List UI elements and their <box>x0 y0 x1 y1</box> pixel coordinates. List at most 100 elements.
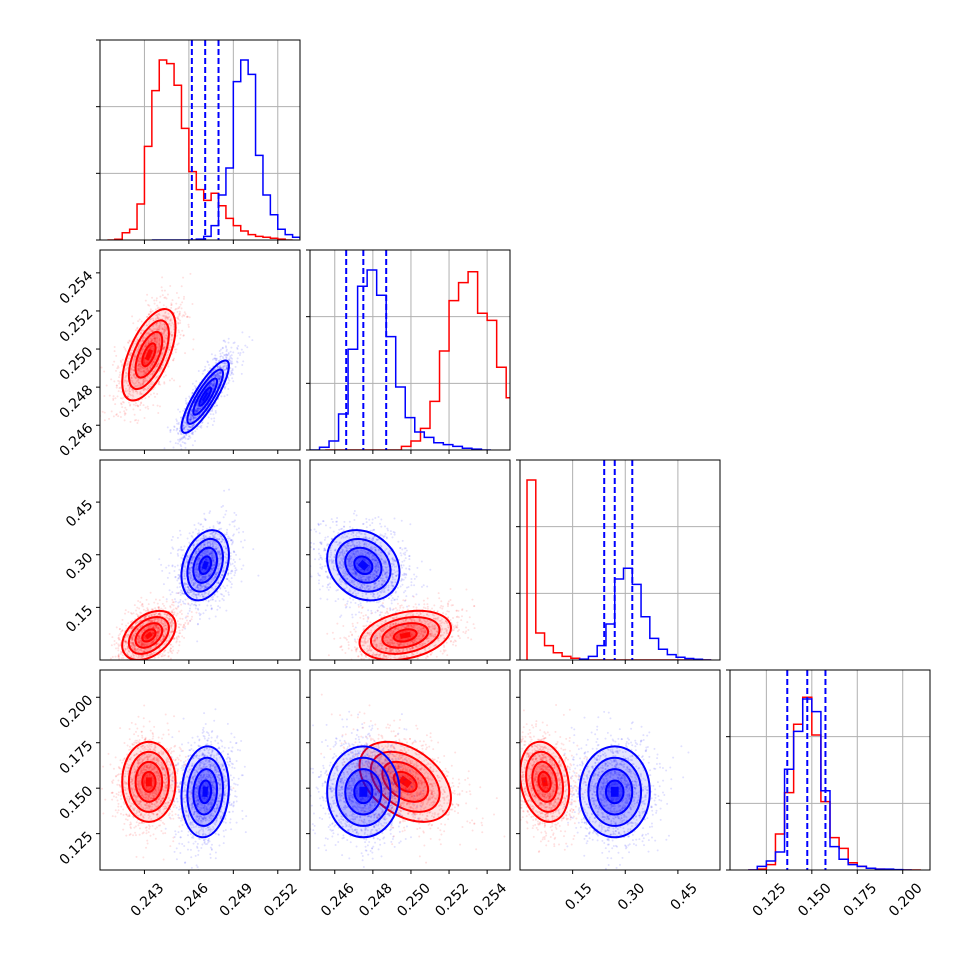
scatter-point <box>100 366 103 369</box>
scatter-point <box>185 397 188 400</box>
scatter-point <box>163 604 166 607</box>
scatter-point <box>113 640 116 643</box>
scatter-point <box>162 635 165 638</box>
scatter-point <box>179 303 182 306</box>
scatter-point <box>155 328 158 331</box>
scatter-point <box>178 585 181 588</box>
scatter-point <box>151 363 154 366</box>
scatter-point <box>229 572 232 575</box>
scatter-point <box>219 587 222 590</box>
scatter-point <box>136 405 139 408</box>
scatter-point <box>136 327 139 330</box>
scatter-point <box>193 416 196 419</box>
scatter-point <box>212 375 215 378</box>
scatter-point <box>218 371 221 374</box>
scatter-point <box>146 405 149 408</box>
scatter-point <box>221 355 224 358</box>
scatter-point <box>149 311 152 314</box>
scatter-point <box>218 365 221 368</box>
scatter-point <box>208 384 211 387</box>
scatter-point <box>206 425 209 428</box>
scatter-point <box>220 367 223 370</box>
scatter-point <box>119 650 122 653</box>
scatter-point <box>176 317 179 320</box>
scatter-point <box>113 643 116 646</box>
scatter-point <box>182 624 185 627</box>
scatter-point <box>160 325 163 328</box>
scatter-point <box>166 318 169 321</box>
scatter-point <box>152 337 155 340</box>
scatter-point <box>188 426 191 429</box>
scatter-point <box>142 335 145 338</box>
scatter-point <box>133 356 136 359</box>
scatter-point <box>131 664 133 666</box>
scatter-point <box>147 369 150 372</box>
scatter-point <box>130 642 133 645</box>
scatter-point <box>204 365 207 368</box>
scatter-point <box>203 512 206 515</box>
scatter-point <box>128 353 131 356</box>
scatter-point <box>183 434 186 437</box>
scatter-point <box>238 354 241 357</box>
scatter-point <box>214 368 217 371</box>
scatter-point <box>179 623 182 626</box>
scatter-point <box>165 337 168 340</box>
scatter-point <box>153 638 156 641</box>
scatter-point <box>134 376 137 379</box>
scatter-point <box>169 285 172 288</box>
scatter-point <box>191 615 194 618</box>
scatter-point <box>149 591 152 594</box>
scatter-point <box>218 378 221 381</box>
scatter-point <box>191 425 194 428</box>
scatter-point <box>154 337 157 340</box>
scatter-point <box>163 340 166 343</box>
scatter-point <box>209 383 212 386</box>
scatter-point <box>150 317 153 320</box>
scatter-point <box>186 438 189 441</box>
scatter-point <box>213 420 216 423</box>
scatter-point <box>143 370 146 373</box>
scatter-point <box>158 328 161 331</box>
scatter-point <box>222 365 225 368</box>
scatter-point <box>237 352 240 355</box>
scatter-point <box>137 367 140 370</box>
scatter-point <box>157 350 160 353</box>
scatter-point <box>150 363 153 366</box>
scatter-point <box>145 379 148 382</box>
scatter-point <box>184 446 187 449</box>
scatter-point <box>164 624 167 627</box>
scatter-point <box>154 617 157 620</box>
scatter-point <box>163 315 166 318</box>
scatter-point <box>153 340 156 343</box>
scatter-point <box>165 297 168 300</box>
scatter-point <box>147 341 150 344</box>
scatter-point <box>178 640 181 643</box>
scatter-point <box>161 569 164 572</box>
scatter-point <box>136 404 139 407</box>
scatter-point <box>213 417 216 420</box>
scatter-point <box>190 432 193 435</box>
scatter-point <box>142 383 145 386</box>
scatter-point <box>129 351 132 354</box>
scatter-point <box>145 343 148 346</box>
scatter-point <box>149 385 152 388</box>
scatter-point <box>220 395 223 398</box>
scatter-point <box>179 321 182 324</box>
scatter-point <box>130 352 133 355</box>
scatter-point <box>129 353 132 356</box>
scatter-point <box>190 425 193 428</box>
scatter-point <box>211 424 214 427</box>
scatter-point <box>174 308 177 311</box>
scatter-point <box>219 348 222 351</box>
scatter-point <box>175 640 178 643</box>
scatter-point <box>178 632 181 635</box>
scatter-point <box>148 663 150 665</box>
scatter-point <box>157 362 160 365</box>
scatter-point <box>121 629 124 632</box>
scatter-point <box>189 415 192 418</box>
scatter-point <box>139 391 142 394</box>
scatter-point <box>192 416 195 419</box>
scatter-point <box>160 286 163 289</box>
scatter-point <box>145 331 148 334</box>
scatter-point <box>140 352 143 355</box>
